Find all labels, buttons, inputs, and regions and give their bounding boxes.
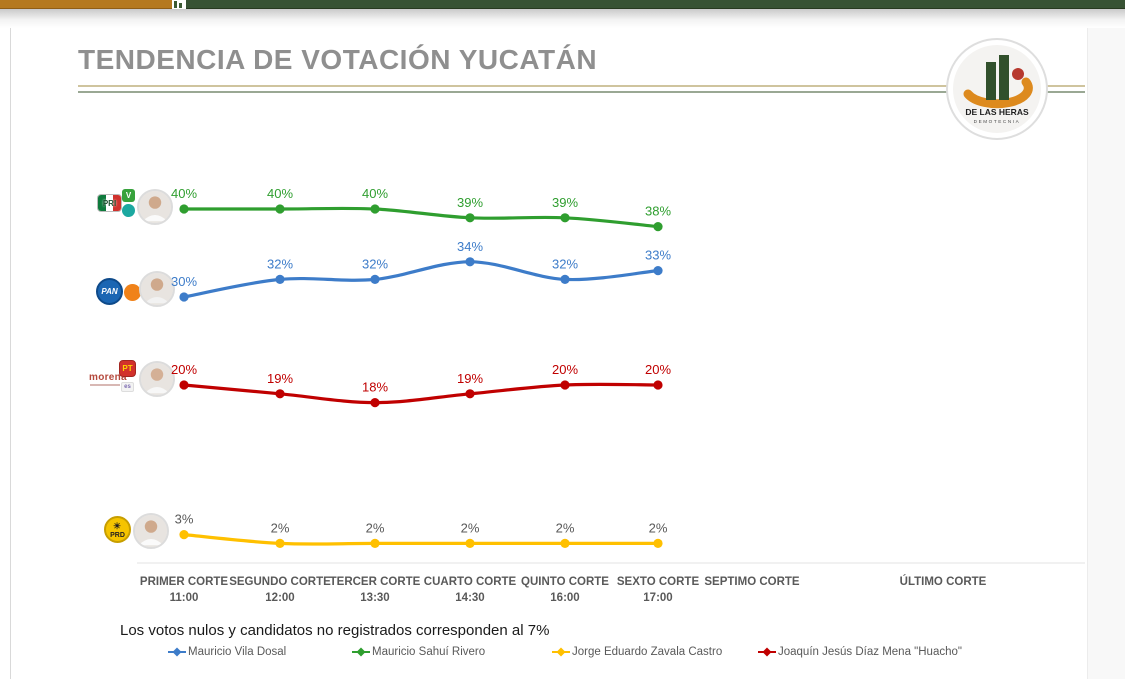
pes-logo-icon: es — [121, 382, 134, 392]
legend-item: Mauricio Vila Dosal — [168, 646, 286, 658]
title-underline-bottom — [78, 91, 1085, 93]
legend-label: Joaquín Jesús Díaz Mena "Huacho" — [778, 646, 962, 658]
candidate-photo-zavala — [133, 513, 169, 549]
legend-item: Joaquín Jesús Díaz Mena "Huacho" — [758, 646, 962, 658]
legend-marker-icon — [758, 647, 776, 657]
mc-logo-icon — [124, 284, 141, 301]
legend-label: Mauricio Sahuí Rivero — [372, 646, 486, 658]
pri-logo-icon: PRI — [97, 194, 122, 212]
legend-item: Jorge Eduardo Zavala Castro — [552, 646, 722, 658]
legend-marker-icon — [168, 647, 186, 657]
prd-logo-icon: ☀ PRD — [104, 516, 131, 543]
candidate-photo-diaz-mena — [139, 361, 175, 397]
topbar-divider-bars — [172, 0, 186, 9]
legend-item: Mauricio Sahuí Rivero — [352, 646, 485, 658]
pan-logo-icon: PAN — [96, 278, 123, 305]
legend-label: Mauricio Vila Dosal — [188, 646, 287, 658]
morena-logo-icon: morena — [89, 372, 127, 383]
page-title: TENDENCIA DE VOTACIÓN YUCATÁN — [78, 44, 598, 75]
morena-tagline — [90, 384, 120, 386]
delasheras-logo: DE LAS HERAS DEMOTECNIA — [946, 38, 1048, 140]
pri-logo-label: PRI — [102, 198, 117, 208]
header-shadow — [0, 9, 1125, 28]
candidate-photo-vila — [139, 271, 175, 307]
slide-card — [10, 28, 1125, 679]
svg-text:DEMOTECNIA: DEMOTECNIA — [974, 119, 1021, 124]
legend-label: Jorge Eduardo Zavala Castro — [572, 646, 723, 658]
delasheras-logo-icon: DE LAS HERAS DEMOTECNIA — [946, 38, 1048, 140]
topbar-green-segment — [186, 0, 1125, 9]
chart-legend: Mauricio Vila Dosal Mauricio Sahuí Rivero… — [0, 646, 1125, 664]
legend-marker-icon — [552, 647, 570, 657]
top-accent-bar — [0, 0, 1125, 9]
pt-logo-icon: PT — [119, 360, 136, 377]
pvem-logo-icon: V — [122, 189, 135, 202]
prd-logo-label: PRD — [110, 532, 125, 539]
topbar-orange-segment — [0, 0, 172, 9]
chart-note: Los votos nulos y candidatos no registra… — [120, 622, 550, 639]
panal-logo-icon — [122, 204, 135, 217]
prd-sun-icon: ☀ — [113, 521, 122, 531]
right-margin-strip — [1087, 28, 1125, 679]
legend-marker-icon — [352, 647, 370, 657]
svg-text:DE LAS HERAS: DE LAS HERAS — [965, 107, 1029, 117]
candidate-photo-sahui — [137, 189, 173, 225]
title-underline-top — [78, 85, 1085, 87]
